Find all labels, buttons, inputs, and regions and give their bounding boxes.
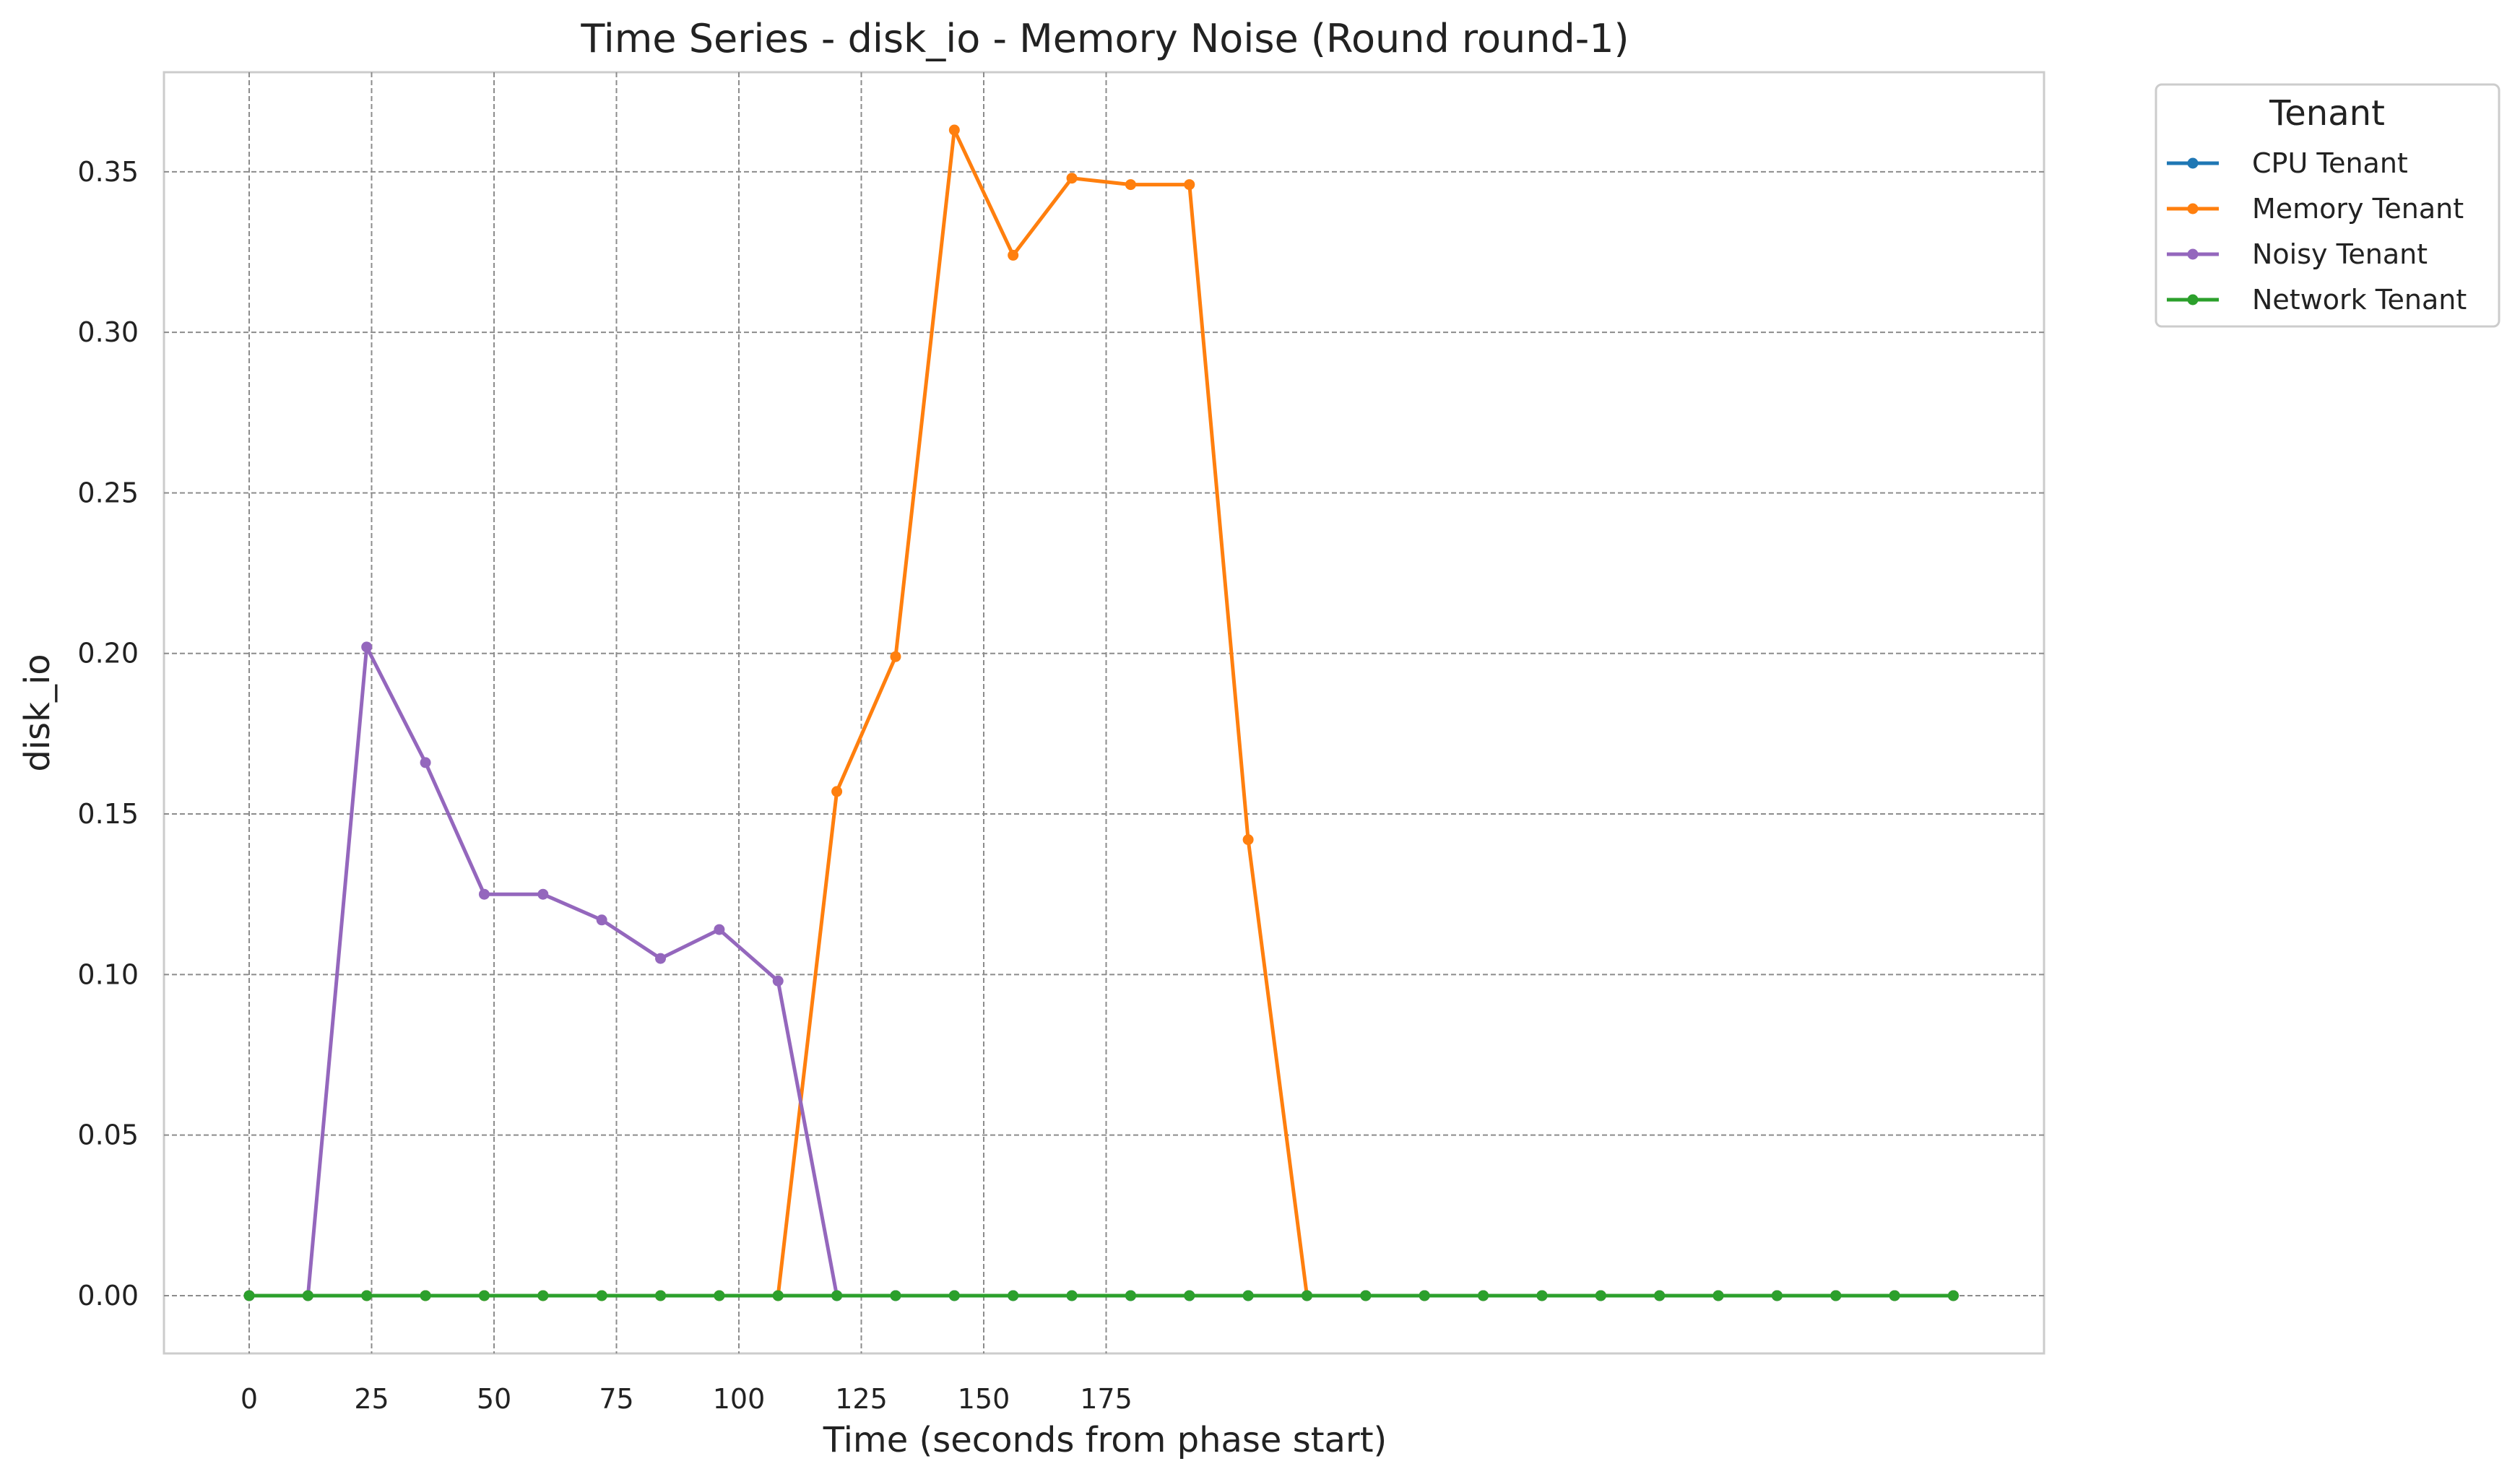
data-point (1360, 1290, 1372, 1301)
data-point (772, 1290, 784, 1301)
data-point (1419, 1290, 1430, 1301)
data-point (1066, 1290, 1078, 1301)
data-point (1066, 173, 1078, 184)
data-point (1830, 1290, 1842, 1301)
y-tick-label: 0.15 (77, 798, 139, 830)
data-point (478, 1290, 490, 1301)
legend-item: Noisy Tenant (2167, 238, 2428, 270)
x-tick-label: 150 (958, 1383, 1010, 1415)
x-tick-label: 100 (713, 1383, 766, 1415)
x-tick-label: 75 (599, 1383, 633, 1415)
data-point (1771, 1290, 1783, 1301)
data-point (361, 1290, 373, 1301)
data-point (1713, 1290, 1724, 1301)
legend: Tenant CPU Tenant Memory Tenant Noisy Tena… (2155, 83, 2500, 328)
data-point (655, 1290, 667, 1301)
x-tick-label: 25 (354, 1383, 389, 1415)
data-point (1242, 834, 1254, 846)
data-point (655, 953, 667, 964)
legend-title: Tenant (2269, 93, 2385, 134)
data-point (1184, 179, 1195, 191)
data-point (537, 888, 549, 900)
plot-area (163, 71, 2045, 1355)
series-layer (243, 124, 1959, 1301)
data-point (1301, 1290, 1312, 1301)
legend-marker (2187, 157, 2199, 169)
data-point (831, 786, 843, 797)
chart-title: Time Series - disk_io - Memory Noise (Ro… (580, 16, 1629, 61)
y-axis-label: disk_io (17, 654, 58, 771)
data-point (361, 641, 373, 653)
legend-marker (2187, 294, 2199, 306)
data-point (772, 975, 784, 987)
data-point (890, 651, 901, 662)
data-point (1889, 1290, 1900, 1301)
y-tick-label: 0.25 (77, 477, 139, 508)
data-point (1184, 1290, 1195, 1301)
series-network-tenant (243, 1290, 1959, 1301)
y-tick-label: 0.20 (77, 638, 139, 670)
data-point (1595, 1290, 1606, 1301)
data-point (478, 888, 490, 900)
data-point (714, 924, 725, 935)
legend-label: Noisy Tenant (2252, 238, 2428, 270)
data-point (1947, 1290, 1959, 1301)
data-point (1008, 1290, 1019, 1301)
data-point (948, 1290, 960, 1301)
y-tick-label: 0.30 (77, 316, 139, 348)
data-point (890, 1290, 901, 1301)
y-tick-label: 0.05 (77, 1119, 139, 1151)
y-tick-label: 0.00 (77, 1280, 139, 1312)
data-point (243, 1290, 255, 1301)
data-point (1125, 179, 1136, 191)
legend-item: Network Tenant (2167, 284, 2467, 316)
legend-label: Memory Tenant (2252, 193, 2464, 225)
data-point (1125, 1290, 1136, 1301)
data-point (420, 757, 431, 768)
legend-box (2155, 83, 2500, 328)
data-point (1654, 1290, 1666, 1301)
x-tick-label: 50 (477, 1383, 511, 1415)
x-axis-label: Time (seconds from phase start) (823, 1420, 1387, 1460)
data-point (1478, 1290, 1489, 1301)
legend-marker (2187, 203, 2199, 214)
grid-lines (164, 72, 2044, 1353)
x-tick-label: 0 (241, 1383, 258, 1415)
data-point (420, 1290, 431, 1301)
x-tick-label: 175 (1080, 1383, 1133, 1415)
legend-item: CPU Tenant (2167, 147, 2408, 179)
data-point (1536, 1290, 1548, 1301)
data-point (596, 1290, 607, 1301)
x-tick-label: 125 (835, 1383, 888, 1415)
data-point (537, 1290, 549, 1301)
legend-label: Network Tenant (2252, 284, 2467, 316)
data-point (714, 1290, 725, 1301)
y-tick-label: 0.10 (77, 958, 139, 990)
legend-item: Memory Tenant (2167, 193, 2464, 225)
data-point (1008, 249, 1019, 261)
data-point (948, 124, 960, 136)
data-point (302, 1290, 313, 1301)
data-point (831, 1290, 843, 1301)
data-point (596, 914, 607, 926)
legend-marker (2187, 248, 2199, 260)
legend-label: CPU Tenant (2252, 147, 2408, 179)
tick-labels: 0 25 50 75 100 125 150 175 0.00 0.05 0.10 0.15 0.20 0… (77, 156, 1132, 1415)
y-tick-label: 0.35 (77, 156, 139, 188)
data-point (1242, 1290, 1254, 1301)
